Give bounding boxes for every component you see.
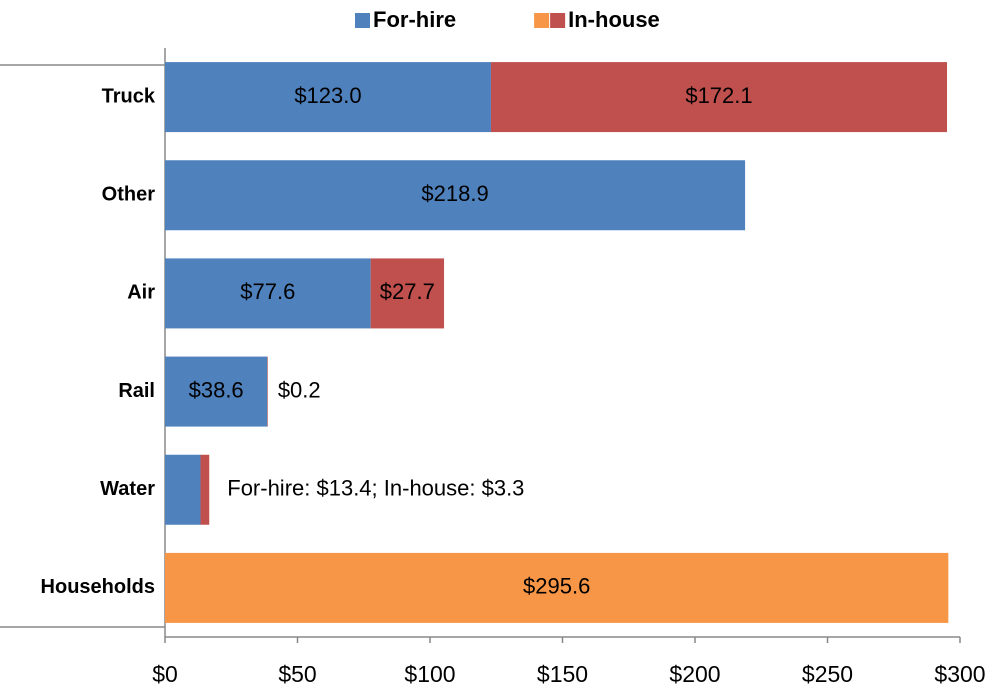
bar-segment [370,258,445,329]
value-label: $295.6 [523,574,590,599]
value-label: $0.2 [278,377,321,402]
x-tick-label: $250 [802,661,853,687]
category-label: Air [127,282,155,304]
category-label: Other [102,184,156,206]
bar-segment [165,356,268,427]
bar-segment [490,62,948,133]
category-label: Water [100,478,155,500]
category-label: Households [41,576,155,598]
legend-swatch [355,13,370,28]
bar-segment [165,552,949,623]
legend-label: For-hire [373,7,456,32]
bar-segment [165,160,746,231]
annotation: For-hire: $13.4; In-house: $3.3 [227,476,524,501]
value-label: $172.1 [685,83,752,108]
x-tick-label: $150 [537,661,588,687]
bar-segment [165,454,201,525]
value-label: $123.0 [294,83,361,108]
legend-label: In-house [568,7,660,32]
bar-segment [200,454,210,525]
legend-swatch [550,13,566,28]
x-tick-label: $300 [934,661,985,687]
value-label: $218.9 [421,181,488,206]
value-label: $38.6 [189,377,244,402]
x-tick-label: $50 [278,661,316,687]
bar-segment [267,356,268,427]
bar-segment [165,258,371,329]
value-label: $77.6 [240,279,295,304]
category-label: Truck [102,85,156,107]
legend-swatch [534,13,550,28]
category-label: Rail [118,380,155,402]
x-tick-label: $100 [404,661,455,687]
x-tick-label: $200 [669,661,720,687]
x-tick-label: $0 [152,661,178,687]
bar-segment [165,62,491,133]
value-label: $27.7 [380,279,435,304]
